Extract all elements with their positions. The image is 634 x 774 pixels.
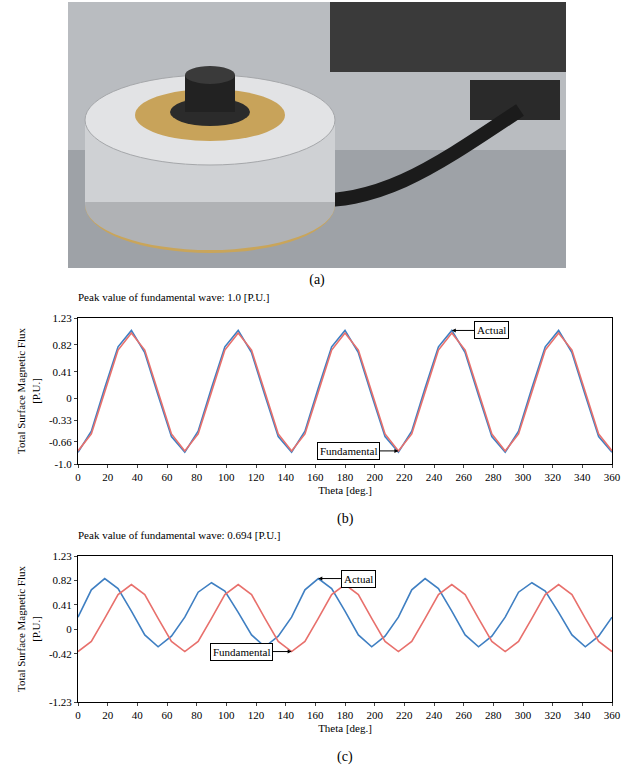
svg-text:220: 220 xyxy=(396,471,413,483)
svg-text:0.82: 0.82 xyxy=(53,339,72,351)
svg-text:160: 160 xyxy=(307,709,324,721)
svg-text:260: 260 xyxy=(455,709,472,721)
svg-text:80: 80 xyxy=(191,471,203,483)
svg-text:300: 300 xyxy=(515,709,532,721)
svg-text:340: 340 xyxy=(574,709,591,721)
svg-text:200: 200 xyxy=(366,709,383,721)
svg-text:60: 60 xyxy=(162,709,174,721)
svg-text:120: 120 xyxy=(248,709,265,721)
svg-text:280: 280 xyxy=(485,709,502,721)
html-text:(a): (a) xyxy=(309,272,325,287)
svg-text:0.41: 0.41 xyxy=(53,599,72,611)
svg-text:100: 100 xyxy=(218,709,235,721)
svg-text:100: 100 xyxy=(218,471,235,483)
svg-text:40: 40 xyxy=(132,709,144,721)
svg-text:180: 180 xyxy=(337,709,354,721)
svg-text:Fundamental: Fundamental xyxy=(320,445,377,457)
svg-text:-1.0: -1.0 xyxy=(54,458,72,470)
svg-text:160: 160 xyxy=(307,471,324,483)
svg-text:360: 360 xyxy=(604,471,621,483)
svg-text:140: 140 xyxy=(277,709,294,721)
svg-text:-0.66: -0.66 xyxy=(49,436,72,448)
svg-text:0: 0 xyxy=(66,392,72,404)
svg-text:360: 360 xyxy=(604,709,621,721)
svg-text:140: 140 xyxy=(277,471,294,483)
svg-text:(c): (c) xyxy=(337,749,353,765)
svg-text:260: 260 xyxy=(455,471,472,483)
svg-text:1.23: 1.23 xyxy=(53,550,73,562)
svg-text:80: 80 xyxy=(191,709,203,721)
svg-text:Total Surface Magnetic Flux[P.: Total Surface Magnetic Flux[P.U.] xyxy=(15,328,41,455)
svg-text:180: 180 xyxy=(337,471,354,483)
svg-text:-0.42: -0.42 xyxy=(49,648,72,660)
svg-text:340: 340 xyxy=(574,471,591,483)
svg-text:(b): (b) xyxy=(337,511,354,527)
svg-text:1.23: 1.23 xyxy=(53,312,73,324)
svg-text:0.41: 0.41 xyxy=(53,366,72,378)
svg-text:Theta [deg.]: Theta [deg.] xyxy=(318,722,372,734)
svg-text:-1.23: -1.23 xyxy=(49,696,72,708)
svg-text:Peak value of fundamental wave: Peak value of fundamental wave: 0.694 [P… xyxy=(78,529,281,541)
svg-text:60: 60 xyxy=(162,471,174,483)
svg-text:320: 320 xyxy=(544,709,561,721)
svg-text:200: 200 xyxy=(366,471,383,483)
svg-text:240: 240 xyxy=(426,709,443,721)
svg-text:0: 0 xyxy=(66,623,72,635)
svg-text:280: 280 xyxy=(485,471,502,483)
svg-text:Total Surface Magnetic Flux[P.: Total Surface Magnetic Flux[P.U.] xyxy=(15,566,41,693)
svg-text:20: 20 xyxy=(102,709,114,721)
svg-text:120: 120 xyxy=(248,471,265,483)
svg-text:320: 320 xyxy=(544,471,561,483)
svg-text:240: 240 xyxy=(426,471,443,483)
svg-text:0: 0 xyxy=(75,709,81,721)
svg-text:Fundamental: Fundamental xyxy=(213,646,270,658)
svg-text:0: 0 xyxy=(75,471,81,483)
svg-text:-0.33: -0.33 xyxy=(49,414,72,426)
svg-text:Peak value of fundamental wave: Peak value of fundamental wave: 1.0 [P.U… xyxy=(78,291,270,303)
svg-text:0.82: 0.82 xyxy=(53,574,72,586)
svg-text:220: 220 xyxy=(396,709,413,721)
svg-text:Actual: Actual xyxy=(344,573,373,585)
svg-text:Theta [deg.]: Theta [deg.] xyxy=(318,484,372,496)
svg-text:40: 40 xyxy=(132,471,144,483)
svg-text:300: 300 xyxy=(515,471,532,483)
svg-text:Actual: Actual xyxy=(477,324,506,336)
svg-text:20: 20 xyxy=(102,471,114,483)
